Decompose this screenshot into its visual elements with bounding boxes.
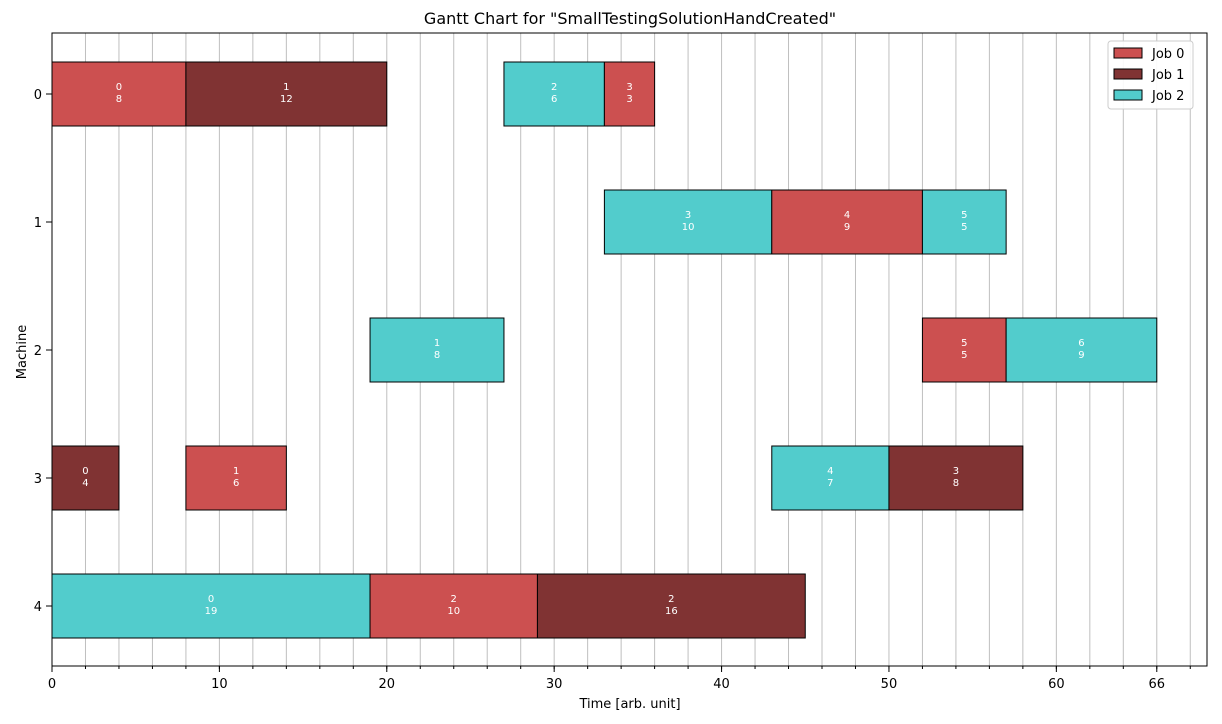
x-tick-label: 66 — [1149, 677, 1166, 692]
chart-title: Gantt Chart for "SmallTestingSolutionHan… — [424, 9, 836, 28]
x-tick-label: 10 — [211, 677, 228, 692]
task-op-label: 5 — [961, 338, 967, 349]
task-bar — [51, 573, 371, 639]
legend: Job 0 Job 1 Job 2 — [1107, 40, 1194, 110]
task-duration-label: 4 — [82, 478, 88, 489]
task-op-label: 1 — [283, 82, 289, 93]
task-duration-label: 9 — [844, 222, 850, 233]
task-op-label: 2 — [451, 594, 457, 605]
task-bar — [536, 573, 806, 639]
task-op-label: 1 — [434, 338, 440, 349]
y-tick-label: 4 — [34, 600, 42, 615]
x-tick-label: 0 — [48, 677, 56, 692]
y-axis: 0 1 2 3 4 — [34, 88, 52, 615]
task-duration-label: 10 — [682, 222, 695, 233]
task-bar — [369, 317, 505, 383]
x-axis-label: Time [arb. unit] — [578, 697, 680, 712]
task-op-label: 4 — [827, 466, 833, 477]
task-bar — [603, 189, 773, 255]
legend-swatch — [1113, 68, 1143, 80]
task-duration-label: 6 — [233, 478, 239, 489]
task-duration-label: 7 — [827, 478, 833, 489]
task-op-label: 3 — [626, 82, 632, 93]
task-bar — [771, 445, 890, 511]
task-op-label: 6 — [1078, 338, 1084, 349]
x-tick-label: 40 — [713, 677, 730, 692]
legend-label: Job 2 — [1151, 89, 1184, 104]
x-tick-label: 30 — [546, 677, 563, 692]
legend-swatch — [1113, 47, 1143, 59]
task-op-label: 1 — [233, 466, 239, 477]
task-duration-label: 8 — [434, 350, 440, 361]
task-op-label: 0 — [208, 594, 214, 605]
x-tick-label: 60 — [1048, 677, 1065, 692]
legend-swatch — [1113, 89, 1143, 101]
task-op-label: 2 — [551, 82, 557, 93]
x-tick-label: 20 — [379, 677, 396, 692]
task-duration-label: 9 — [1078, 350, 1084, 361]
task-duration-label: 6 — [551, 94, 557, 105]
task-op-label: 4 — [844, 210, 850, 221]
task-bar — [603, 61, 656, 127]
task-duration-label: 19 — [205, 606, 218, 617]
task-op-label: 0 — [82, 466, 88, 477]
task-duration-label: 5 — [961, 350, 967, 361]
task-op-label: 2 — [668, 594, 674, 605]
task-bar — [51, 61, 187, 127]
y-tick-label: 1 — [34, 216, 42, 231]
y-axis-label: Machine — [15, 325, 30, 379]
legend-label: Job 1 — [1151, 68, 1184, 83]
y-tick-label: 3 — [34, 472, 42, 487]
task-duration-label: 10 — [447, 606, 460, 617]
x-axis: 0 10 20 30 40 50 60 66 — [48, 666, 1191, 692]
task-op-label: 3 — [953, 466, 959, 477]
task-bar — [51, 445, 120, 511]
task-bar — [888, 445, 1024, 511]
task-duration-label: 3 — [626, 94, 632, 105]
task-op-label: 3 — [685, 210, 691, 221]
task-bar — [503, 61, 605, 127]
task-duration-label: 8 — [116, 94, 122, 105]
task-duration-label: 5 — [961, 222, 967, 233]
task-bar — [185, 61, 388, 127]
task-bar — [921, 189, 1007, 255]
x-tick-label: 50 — [881, 677, 898, 692]
task-duration-label: 16 — [665, 606, 678, 617]
y-tick-label: 2 — [34, 344, 42, 359]
task-duration-label: 8 — [953, 478, 959, 489]
legend-label: Job 0 — [1151, 47, 1184, 62]
task-bar — [921, 317, 1007, 383]
task-op-label: 5 — [961, 210, 967, 221]
task-op-label: 0 — [116, 82, 122, 93]
task-bar — [1005, 317, 1158, 383]
task-duration-label: 12 — [280, 94, 293, 105]
task-bar — [185, 445, 287, 511]
task-bar — [369, 573, 538, 639]
y-tick-label: 0 — [34, 88, 42, 103]
